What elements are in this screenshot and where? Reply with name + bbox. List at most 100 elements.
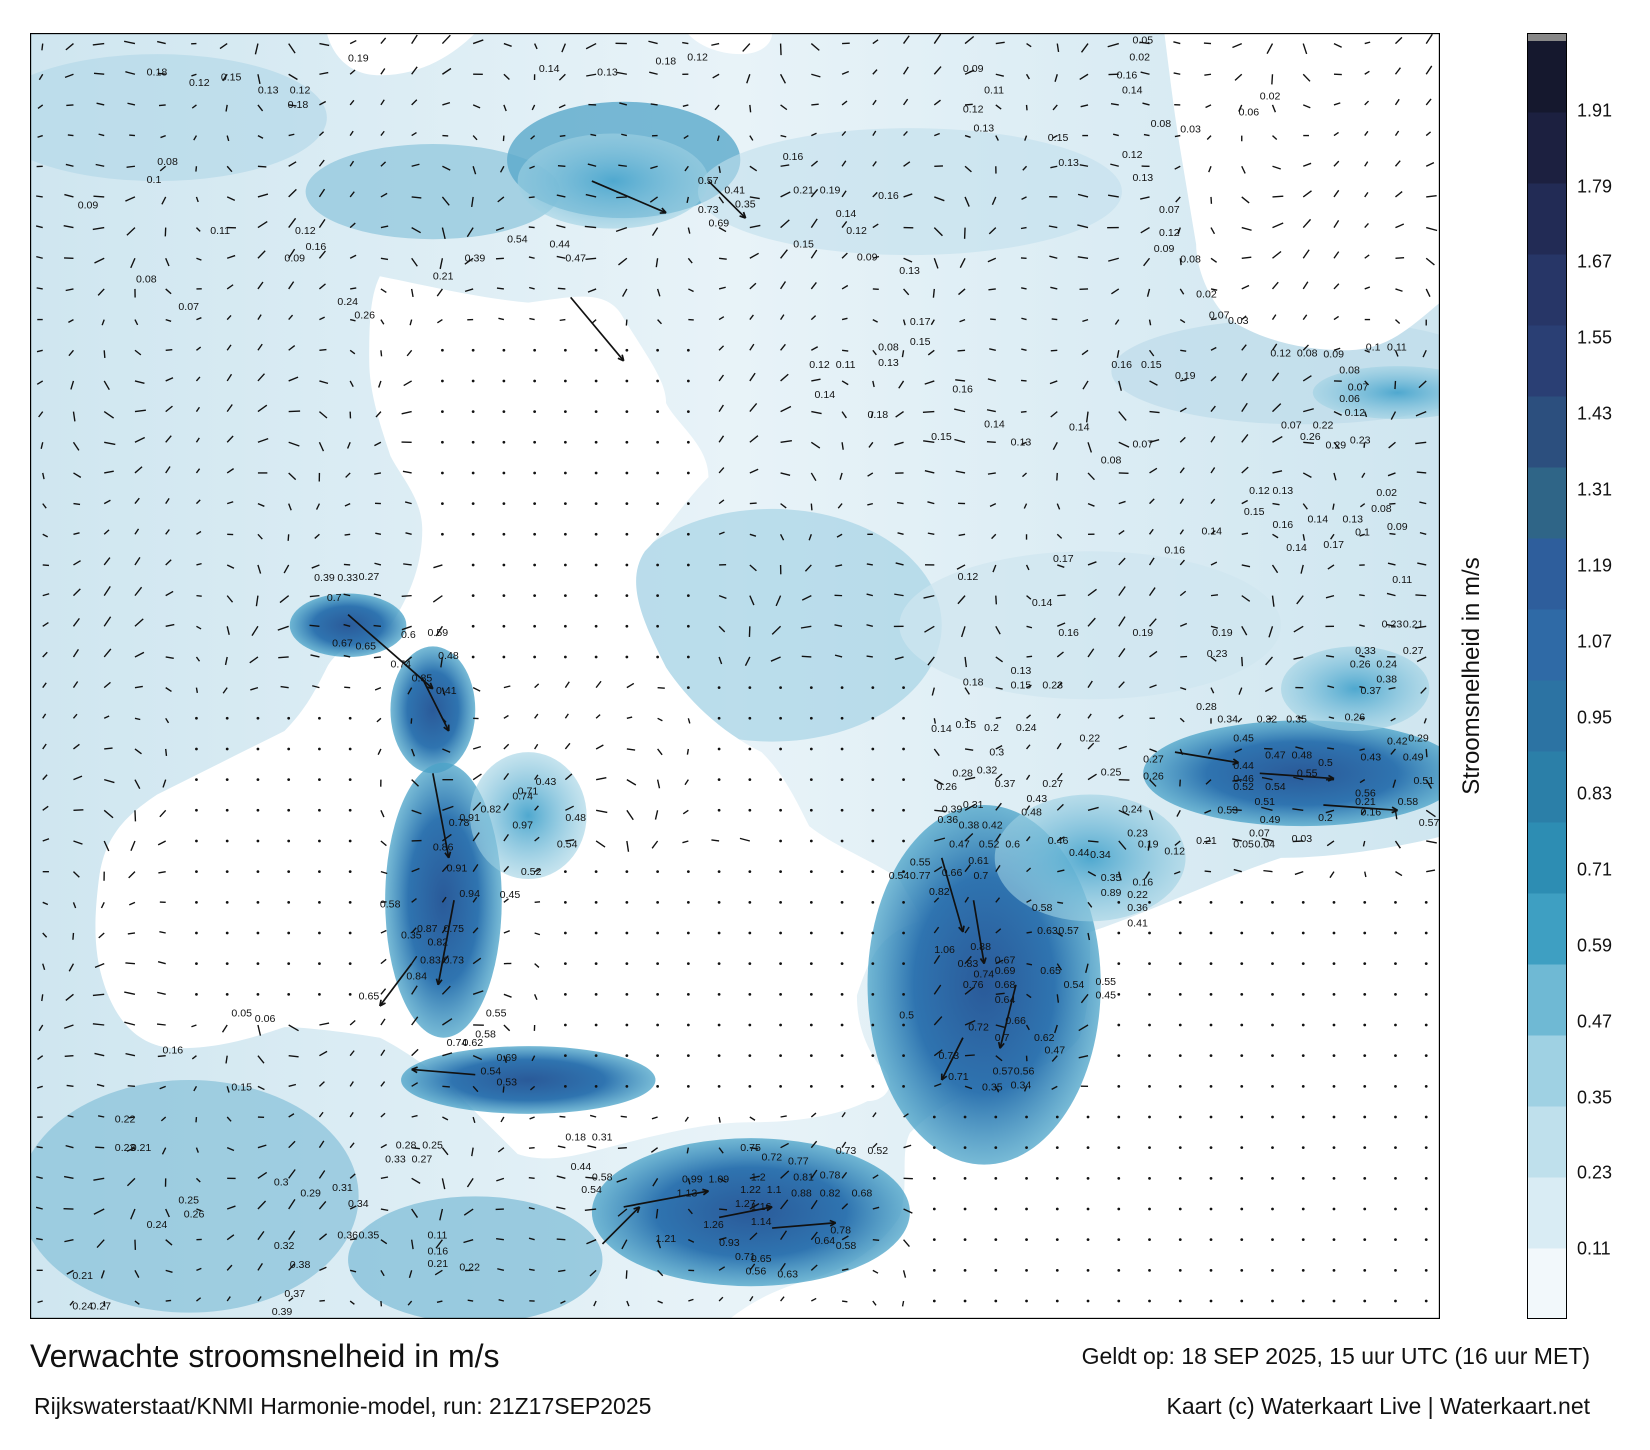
grid-dot [594,1054,598,1058]
speed-label: 0.11 [210,225,230,237]
current-arrow [472,957,482,965]
grid-dot [471,348,475,352]
current-arrow [587,288,597,293]
current-arrow [1112,133,1119,137]
current-arrow [1049,380,1058,385]
current-arrow [615,226,628,233]
grid-dot [1271,1023,1274,1027]
colorbar [1527,33,1567,1319]
grid-dot [1117,1054,1121,1058]
grid-dot [287,747,291,751]
current-arrow [995,595,998,605]
current-arrow [780,1230,788,1241]
speed-label: 0.14 [1307,514,1328,526]
current-arrow [1241,165,1246,174]
speed-label: 0.97 [512,819,533,831]
grid-dot [1240,900,1244,904]
speed-label: 0.7 [974,870,989,882]
current-arrow [1426,194,1437,198]
current-arrow [559,134,566,138]
current-arrow [134,779,141,789]
speed-label: 0.07 [1281,420,1302,432]
current-arrow [1179,590,1187,597]
current-arrow [309,624,320,627]
grid-dot [840,808,844,812]
current-arrow [1395,871,1403,877]
colorbar-tick-label: 1.43 [1577,403,1613,424]
speed-label: 0.85 [412,672,433,684]
current-arrow [497,1268,505,1272]
current-arrow [749,1263,756,1271]
speed-label: 0.52 [1233,781,1254,793]
current-arrow [92,42,105,46]
grid-dot [994,1146,998,1150]
current-arrow [411,257,418,267]
current-arrow [1052,104,1058,111]
grid-dot [902,808,905,812]
grid-dot [1363,1238,1367,1242]
current-arrow [897,532,904,535]
grid-dot [1148,1238,1151,1242]
speed-label: 0.44 [1069,847,1090,859]
speed-label: 0.65 [355,641,376,653]
grid-dot [1332,1115,1336,1119]
current-arrow [995,928,1002,934]
current-arrow [810,1169,818,1179]
current-arrow [94,1052,105,1057]
current-arrow [718,435,725,443]
current-arrow [257,373,265,382]
speed-label: 0.57 [698,175,719,187]
current-arrow [1143,257,1151,267]
speed-label: 0.54 [889,870,910,882]
current-arrow [999,984,1017,1049]
current-arrow [42,838,50,842]
current-arrow [992,564,997,573]
speed-label: 0.42 [1387,736,1408,748]
current-arrow [626,748,636,751]
grid-dot [1209,1268,1213,1272]
current-arrow [1328,716,1335,719]
grid-dot [1025,1207,1028,1211]
grid-dot [1117,1146,1121,1150]
current-arrow [165,559,172,566]
current-arrow [1204,809,1212,814]
current-arrow [595,777,607,781]
current-arrow [841,1268,849,1272]
current-arrow [1323,804,1398,812]
grid-dot [318,900,321,904]
current-arrow [130,1208,136,1220]
current-arrow [872,1112,877,1118]
current-arrow [903,130,908,137]
speed-label: 0.08 [1371,503,1392,515]
grid-dot [287,716,291,720]
speed-label: 0.47 [1265,750,1286,762]
speed-label: 0.5 [899,1010,914,1022]
current-arrow [1233,868,1242,873]
grid-dot [1086,1207,1090,1211]
speed-label: 0.07 [1249,828,1270,840]
current-arrow [503,104,507,112]
current-arrow [226,595,234,603]
current-arrow [411,898,417,903]
current-arrow [288,1054,299,1058]
current-arrow [995,1024,1005,1028]
current-arrow [866,624,873,627]
current-arrow [196,1267,202,1271]
grid-dot [533,532,537,536]
speed-label: 0.17 [910,316,931,328]
speed-label: 0.15 [231,1082,252,1094]
speed-label: 0.13 [1272,485,1293,497]
current-arrow [964,748,974,751]
current-arrow [349,1173,356,1179]
current-arrow [810,1199,818,1210]
current-arrow [125,71,136,75]
current-arrow [441,227,446,240]
current-arrow [127,1085,136,1088]
current-arrow [1025,564,1030,571]
current-arrow [986,440,996,443]
speed-label: 0.41 [436,685,457,697]
current-arrow [995,897,1001,903]
current-arrow [499,165,505,173]
current-arrow [257,533,263,540]
current-arrow [1148,587,1156,597]
